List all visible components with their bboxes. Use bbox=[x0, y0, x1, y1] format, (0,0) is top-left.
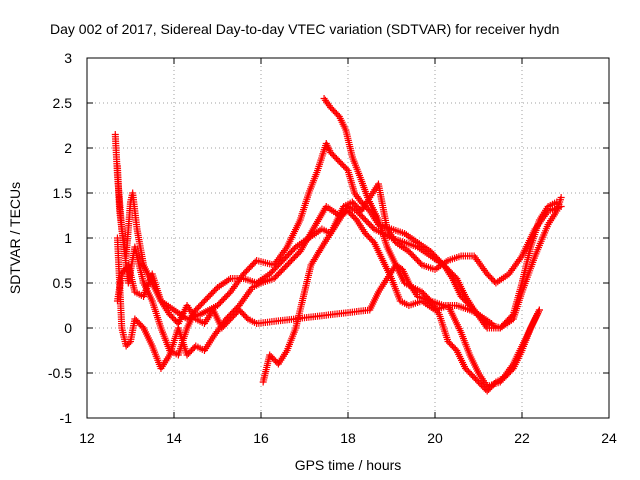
x-tick-label: 24 bbox=[601, 430, 617, 446]
data-point bbox=[343, 165, 351, 173]
data-point bbox=[488, 320, 496, 327]
y-tick-label: 2.5 bbox=[53, 95, 73, 111]
data-point bbox=[369, 224, 377, 231]
data-point bbox=[490, 380, 498, 387]
data-point bbox=[243, 314, 250, 321]
y-axis-label: SDTVAR / TECUs bbox=[7, 182, 23, 294]
y-tick-label: 0.5 bbox=[53, 275, 73, 291]
x-tick-label: 22 bbox=[514, 430, 530, 446]
y-tick-labels: -1 -0.5 0 0.5 1 1.5 2 2.5 3 bbox=[48, 50, 72, 426]
data-point bbox=[417, 260, 424, 267]
y-tick-label: 3 bbox=[64, 50, 72, 66]
data-point bbox=[535, 306, 543, 314]
data-point bbox=[125, 339, 133, 347]
data-point bbox=[557, 194, 565, 201]
y-tick-label: 1.5 bbox=[53, 185, 73, 201]
series-track-2 bbox=[113, 162, 565, 359]
series-track-6 bbox=[113, 261, 496, 332]
y-tick-label: 1 bbox=[64, 230, 72, 246]
data-points bbox=[111, 95, 565, 395]
series-track-5 bbox=[320, 95, 543, 395]
x-tick-label: 16 bbox=[253, 430, 269, 446]
y-tick-label: -0.5 bbox=[48, 365, 72, 381]
x-axis-label: GPS time / hours bbox=[295, 457, 402, 473]
x-tick-label: 14 bbox=[166, 430, 182, 446]
series-track-1 bbox=[111, 131, 561, 332]
x-tick-label: 12 bbox=[79, 430, 95, 446]
y-tick-label: 2 bbox=[64, 140, 72, 156]
series-track-3 bbox=[113, 203, 543, 390]
y-tick-label: -1 bbox=[60, 410, 73, 426]
x-tick-labels: 12 14 16 18 20 22 24 bbox=[79, 430, 617, 446]
series-track-4 bbox=[259, 194, 565, 386]
chart-title: Day 002 of 2017, Sidereal Day-to-day VTE… bbox=[50, 21, 559, 37]
tick-marks bbox=[86, 57, 610, 419]
x-tick-label: 20 bbox=[427, 430, 443, 446]
y-tick-label: 0 bbox=[64, 320, 72, 336]
x-tick-label: 18 bbox=[340, 430, 356, 446]
